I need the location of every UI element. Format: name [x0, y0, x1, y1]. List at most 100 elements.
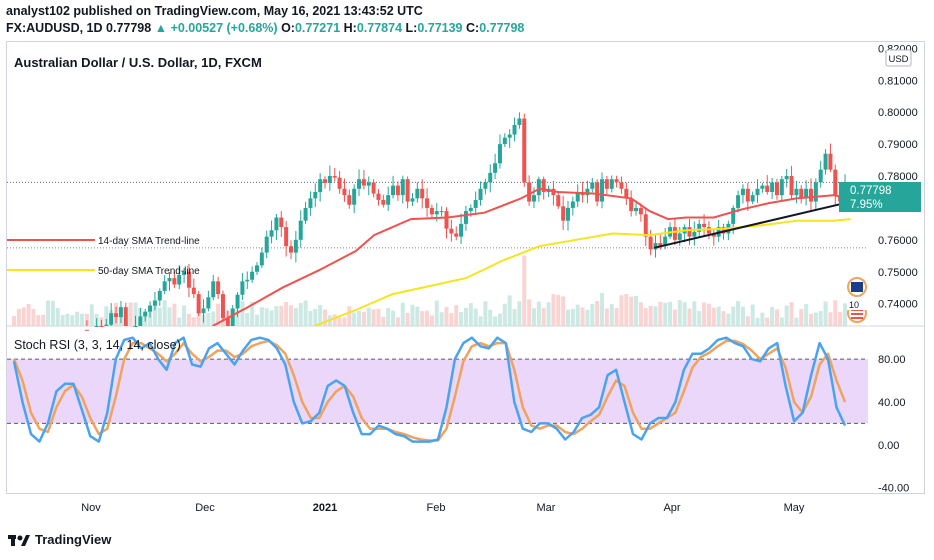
- volume-bar: [371, 309, 376, 326]
- candle-body: [731, 207, 736, 224]
- volume-bar: [570, 308, 575, 326]
- candle-body: [196, 294, 201, 314]
- volume-bar: [434, 300, 439, 326]
- candle-body: [658, 243, 663, 247]
- candle-body: [99, 326, 104, 327]
- candle-body: [410, 198, 415, 202]
- candles: [84, 112, 847, 331]
- volume-bar: [804, 304, 809, 326]
- volume-bar: [167, 307, 172, 326]
- volume-bar: [551, 294, 556, 326]
- volume-bar: [444, 306, 449, 326]
- candle-body: [531, 195, 536, 202]
- volume-bar: [152, 300, 157, 326]
- volume-bar: [789, 302, 794, 326]
- volume-bar: [750, 304, 755, 326]
- candle-body: [818, 169, 823, 183]
- volume-bar: [449, 313, 454, 326]
- candle-body: [323, 179, 328, 184]
- candle-body: [303, 207, 308, 221]
- high-value: 0.77874: [356, 21, 403, 35]
- price-tick-label: 0.79000: [878, 139, 918, 151]
- candle-body: [609, 179, 614, 189]
- volume-bar: [493, 316, 498, 326]
- candle-body: [420, 188, 425, 199]
- volume-bar: [736, 300, 741, 326]
- candle-body: [157, 290, 162, 301]
- volume-bar: [415, 306, 420, 326]
- candle-body: [624, 188, 629, 199]
- legend-sma50-label: 50-day SMA Trend-line: [98, 266, 200, 277]
- volume-bar: [400, 302, 405, 326]
- candle-body: [779, 179, 784, 196]
- volume-bar: [41, 314, 46, 326]
- volume-bar: [80, 313, 85, 326]
- volume-bar: [420, 311, 425, 326]
- candle-body: [245, 279, 250, 282]
- volume-bar: [609, 304, 614, 326]
- volume-bar: [794, 317, 799, 326]
- volume-bar: [692, 301, 697, 326]
- volume-bar: [468, 303, 473, 326]
- candle-body: [391, 185, 396, 196]
- currency-box[interactable]: [885, 49, 912, 67]
- candle-body: [400, 179, 405, 196]
- volume-bar: [770, 307, 775, 326]
- candle-body: [468, 207, 473, 212]
- candle-body: [381, 199, 386, 205]
- volume-bar: [711, 307, 716, 326]
- volume-bar: [658, 301, 663, 326]
- candle-body: [493, 163, 498, 173]
- candle-body: [172, 278, 177, 285]
- candle-body: [648, 236, 653, 250]
- candle-body: [211, 281, 216, 298]
- price-tick-label: 0.75000: [878, 267, 918, 279]
- volume-bar: [172, 303, 177, 326]
- candle-body: [536, 179, 541, 196]
- candle-body: [434, 211, 439, 215]
- candle-body: [663, 236, 668, 247]
- volume-bar: [643, 308, 648, 326]
- price-tick-label: 0.74000: [878, 299, 918, 311]
- candle-body: [653, 243, 658, 250]
- tradingview-logo-icon: [8, 534, 30, 546]
- last-price: 0.77798: [106, 21, 152, 35]
- candle-body: [507, 134, 512, 138]
- volume-bar: [716, 306, 721, 326]
- candle-body: [512, 124, 517, 135]
- stoch-rsi-k-line: [12, 336, 847, 443]
- volume-bar: [580, 307, 585, 326]
- chart-frame: [6, 41, 925, 494]
- volume-bar: [361, 311, 366, 326]
- volume-bar: [488, 309, 493, 326]
- candle-body: [318, 179, 323, 192]
- chart-canvas[interactable]: 0.740000.750000.760000.770000.780000.790…: [0, 0, 934, 530]
- volume-bar: [162, 300, 167, 326]
- volume-bar: [439, 312, 444, 326]
- candle-body: [332, 176, 337, 178]
- event-badge: [847, 299, 867, 310]
- volume-bar: [318, 305, 323, 326]
- x-tick-label: May: [784, 502, 805, 514]
- volume-bar: [65, 313, 70, 326]
- candle-body: [216, 281, 221, 295]
- candle-body: [750, 195, 755, 202]
- volume-bar: [177, 317, 182, 326]
- x-tick-label: Mar: [537, 502, 556, 514]
- candle-body: [327, 176, 332, 184]
- volume-bar: [84, 313, 89, 326]
- candle-body: [289, 246, 293, 253]
- candle-body: [352, 188, 357, 205]
- flag-badges[interactable]: 10: [847, 277, 867, 323]
- price-title: Australian Dollar / U.S. Dollar, 1D, FXC…: [14, 55, 262, 70]
- volume-bar: [206, 312, 211, 326]
- volume-bar: [512, 309, 517, 326]
- volume-bar: [818, 311, 823, 326]
- candle-body: [186, 271, 191, 288]
- candle-body: [459, 223, 464, 237]
- volume-bar: [50, 300, 55, 326]
- volume-bar: [269, 310, 274, 326]
- candle-body: [250, 271, 255, 280]
- volume-bar: [216, 303, 221, 326]
- volume-bar: [429, 315, 434, 326]
